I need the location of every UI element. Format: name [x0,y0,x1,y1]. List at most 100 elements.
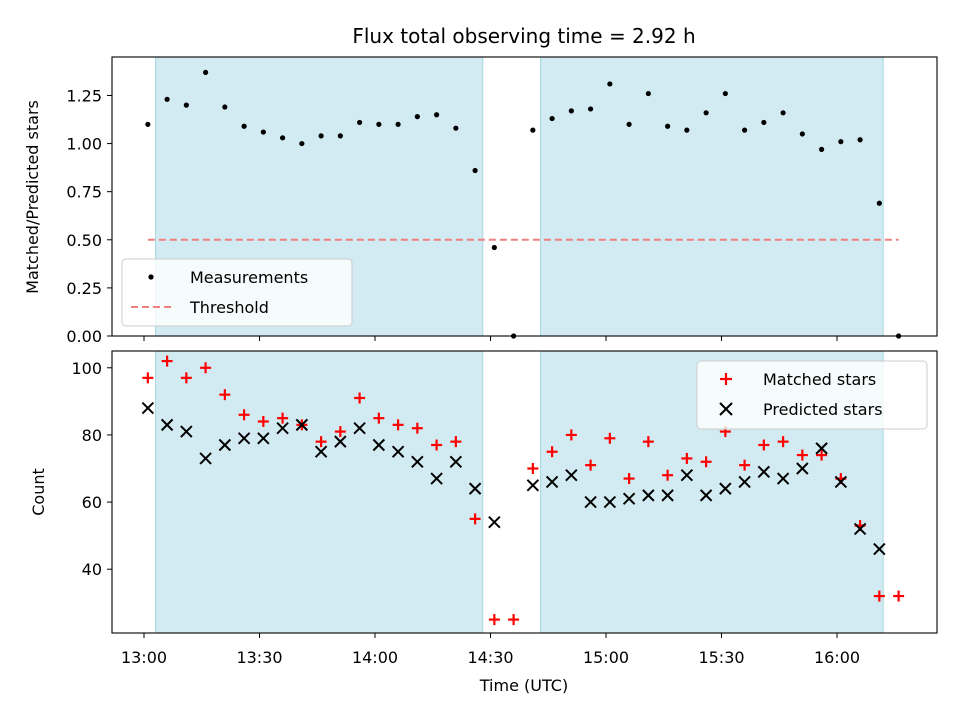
predicted-star-point [430,472,443,485]
predicted-star-point [526,479,540,492]
matched-star-point [180,372,192,384]
matched-star-point [527,463,539,474]
matched-star-point [873,590,885,602]
matched-star-point [334,426,346,438]
predicted-star-point [815,442,828,455]
predicted-star-point [295,418,309,432]
measurement-point [222,104,228,110]
measurement-point [588,106,594,112]
x-axis-label: Time (UTC) [479,676,568,695]
bottom-panel: 40 60 80 100 13:00 13:30 14:00 14:30 15:00 15:30… [29,350,938,695]
measurement-point [626,121,632,127]
matched-star-point [219,389,231,401]
measurement-point [260,129,266,135]
measurement-point [530,127,536,133]
predicted-star-point [141,401,155,415]
measurement-point [491,244,497,251]
x-tick-label: 16:00 [814,648,860,667]
top-y-ticks: 0.00 0.25 0.50 0.75 1.00 1.25 [66,86,112,346]
legend-measurements-label: Measurements [190,268,308,287]
measurement-point [722,90,728,97]
matched-star-point [411,422,423,434]
matched-star-point [546,446,558,458]
matched-star-point [142,372,154,384]
shaded-interval [540,56,884,337]
measurement-point [395,121,401,127]
x-tick-label: 14:30 [467,648,513,667]
measurement-point [299,140,305,147]
predicted-star-point [218,438,232,452]
matched-star-point [816,449,828,461]
shaded-interval [155,350,484,634]
measurement-point [453,125,459,131]
legend-matched-marker [720,373,732,385]
matched-star-point [469,513,481,525]
bottom-plot-frame [111,350,938,634]
measurement-point [780,110,786,116]
measurement-point [684,127,690,133]
predicted-star-point [353,422,366,435]
bottom-y-ticks: 40 60 80 100 [71,359,112,579]
bottom-legend: Matched stars Predicted stars [696,360,928,430]
predicted-star-point [257,432,270,445]
y-tick-label: 1.25 [66,86,102,105]
predicted-star-point [699,489,713,502]
x-tick-label: 15:00 [583,648,629,667]
measurement-point [280,135,286,141]
measurement-point [318,133,324,139]
y-tick-label: 40 [82,560,102,579]
predicted-star-point [199,452,212,465]
measurement-point [857,137,863,143]
top-plot-frame [111,56,938,337]
matched-star-point [277,412,289,424]
y-tick-label: 80 [82,426,102,445]
measurement-point [665,123,671,129]
measurement-point [742,127,748,133]
legend-predicted-marker [719,402,733,416]
measurement-point [241,123,247,129]
predicted-star-point [603,495,617,509]
matched-star-point [893,590,905,602]
measurement-point [145,121,151,127]
measurement-point [472,167,478,174]
predicted-star-point [545,475,559,489]
matched-star-point [739,459,751,471]
x-tick-label: 14:00 [352,648,398,667]
x-tick-label: 15:30 [698,648,744,667]
matched-star-point [450,436,462,448]
predicted-star-point [468,482,482,495]
predicted-star-point [584,495,597,509]
measurement-point [761,119,767,126]
predicted-star-point [873,542,886,556]
predicted-star-point [680,469,694,482]
measurement-point [703,110,709,116]
measurement-point [568,108,574,114]
matched-star-point [623,473,635,485]
x-tick-label: 13:30 [236,648,282,667]
matched-star-point [758,439,770,451]
counts-series [141,355,905,626]
y-tick-label: 0.75 [66,183,102,202]
matched-star-point [200,362,212,374]
predicted-star-point [622,492,636,505]
matched-star-point [392,419,404,431]
legend-predicted-label: Predicted stars [763,400,883,419]
top-x-ticks [143,336,838,341]
predicted-star-point [757,465,771,479]
predicted-star-point [449,455,463,468]
measurement-point [337,133,343,139]
predicted-star-point [237,432,251,445]
measurement-point [183,102,189,108]
bottom-y-axis-label: Count [29,468,48,516]
top-legend: Measurements Threshold [121,258,353,327]
predicted-star-point [719,482,732,495]
matched-star-point [354,392,366,404]
matched-star-point [238,409,250,421]
matched-star-point [565,429,577,441]
predicted-star-point [738,475,751,489]
matched-star-point [508,614,520,626]
matched-star-point [315,436,327,448]
predicted-star-point [334,435,347,448]
matched-star-point [642,436,654,448]
